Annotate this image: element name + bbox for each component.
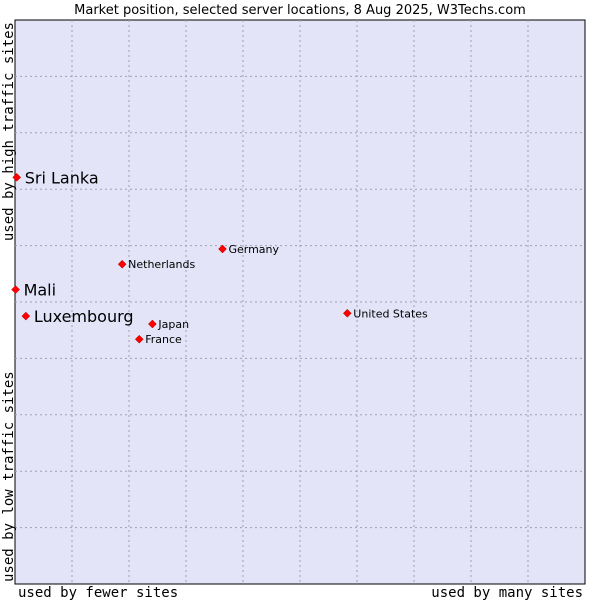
y-axis-label-bottom: used by low traffic sites: [1, 371, 17, 582]
x-axis-label-left: used by fewer sites: [18, 585, 178, 600]
point-label-luxembourg: Luxembourg: [34, 307, 134, 326]
point-label-united-states: United States: [353, 307, 428, 320]
point-label-germany: Germany: [228, 243, 279, 256]
x-axis-label-right: used by many sites: [431, 585, 583, 600]
point-label-sri-lanka: Sri Lanka: [25, 168, 99, 187]
point-marker-luxembourg: [21, 311, 31, 321]
grid-lines: [15, 20, 585, 584]
point-marker-united-states: [342, 308, 352, 318]
point-marker-sri-lanka: [12, 173, 22, 182]
y-axis-label-top: used by high traffic sites: [1, 22, 17, 241]
point-label-mali: Mali: [24, 281, 57, 300]
point-label-france: France: [145, 333, 182, 346]
point-marker-france: [134, 334, 144, 344]
data-points: Sri Lanka Mali Luxembourg Germany Netherland…: [11, 168, 428, 346]
point-marker-japan: [148, 319, 157, 329]
point-marker-mali: [11, 285, 20, 294]
point-label-japan: Japan: [157, 318, 189, 331]
chart-title: Market position, selected server locatio…: [74, 3, 526, 18]
point-marker-germany: [218, 244, 227, 254]
point-label-netherlands: Netherlands: [128, 258, 195, 271]
point-marker-netherlands: [117, 259, 127, 269]
